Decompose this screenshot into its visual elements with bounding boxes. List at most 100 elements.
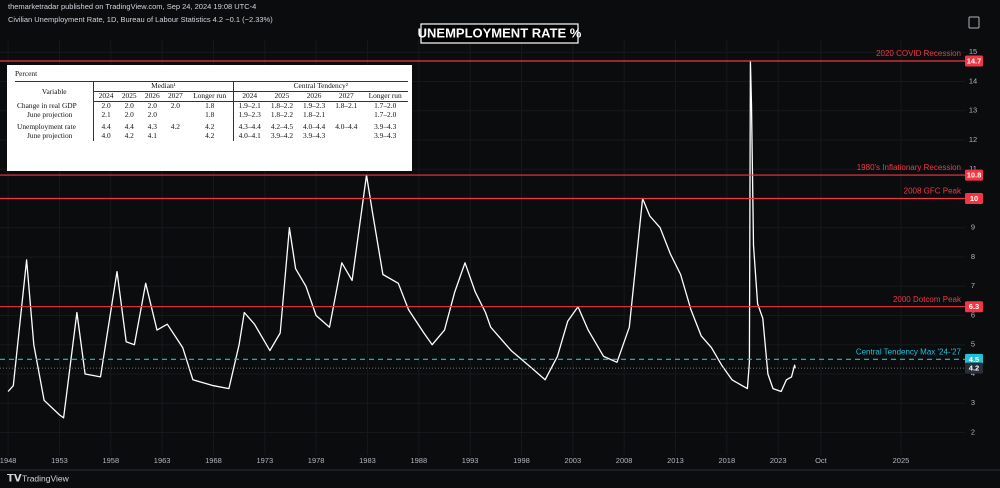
column-header: Longer run: [186, 91, 234, 103]
x-tick-label: 1988: [410, 456, 427, 465]
cell: 2.1: [93, 110, 118, 120]
symbol-line: Civilian Unemployment Rate, 1D, Bureau o…: [8, 15, 273, 24]
column-header: Longer run: [362, 91, 408, 103]
cell: 4.1: [147, 130, 157, 140]
price-badge: [965, 362, 983, 374]
x-tick-label: 1953: [51, 456, 68, 465]
projection-table: Percent Variable Median¹ Central Tendency²…: [7, 65, 412, 171]
cell: [330, 111, 362, 120]
table-row: Change in real GDP 2.0 2.0 2.0 2.0 1.8 1.9–2.1…: [15, 101, 408, 111]
column-header: 2024: [232, 91, 266, 103]
cell: 4.3: [147, 122, 157, 132]
cell: 4.4: [93, 119, 118, 132]
column-header: 2027: [163, 91, 187, 103]
cell: 1.7–2.0: [374, 109, 397, 119]
table-unit: Percent: [15, 69, 38, 78]
price-badge: [965, 55, 983, 67]
cell: 3.9–4.3: [374, 130, 397, 140]
x-tick-label: 1998: [513, 456, 530, 465]
table-row: June projection 4.0 4.2 4.1 4.2 4.0–4.1 3.9–4.…: [15, 130, 408, 141]
level-label: 2000 Dotcom Peak: [893, 295, 962, 304]
y-tick-label: 11: [969, 164, 977, 173]
brand: TradingView: [22, 473, 70, 483]
price-badge-label: 6.3: [969, 302, 979, 311]
cell: 2.0: [170, 101, 180, 111]
x-tick-label: 1968: [205, 456, 222, 465]
cell: 4.4: [124, 122, 134, 132]
brand-logo: 𝗧𝗩: [7, 474, 22, 485]
cell: [164, 132, 187, 141]
cell: 1.8–2.2: [270, 101, 294, 111]
cell: 1.8–2.2: [270, 109, 294, 119]
x-tick-label: 2008: [616, 456, 633, 465]
row-label: Unemployment rate: [17, 122, 76, 132]
price-badge-label: 14.7: [967, 56, 982, 65]
cell: 4.3–4.4: [232, 119, 266, 132]
y-tick-label: 7: [971, 281, 975, 290]
cell: 1.9–2.1: [232, 101, 266, 111]
table-row: June projection 2.1 2.0 2.0 1.8 1.9–2.3 1.8–2.…: [15, 109, 408, 120]
column-header: 2026: [140, 91, 164, 103]
cell: 1.9–2.3: [303, 101, 326, 111]
header-row: Variable Median¹ Central Tendency²: [15, 80, 408, 102]
y-tick-label: 15: [969, 47, 977, 56]
column-header: 2025: [265, 91, 299, 103]
y-tick-label: 12: [969, 135, 977, 144]
cell: 1.9–2.3: [232, 110, 266, 120]
table-row: Unemployment rate 4.4 4.4 4.3 4.2 4.2 4.3–4.4 4…: [15, 119, 408, 132]
publisher-line: themarketradar published on TradingView.…: [8, 2, 256, 11]
cell: 2.0: [147, 109, 157, 119]
y-tick-label: 8: [971, 252, 975, 261]
cell: [330, 132, 362, 141]
column-header: 2027: [330, 91, 363, 103]
title-box: [420, 23, 579, 44]
x-tick-label: 1958: [102, 456, 119, 465]
y-tick-label: 2: [971, 427, 975, 436]
y-tick-label: 3: [971, 398, 975, 407]
x-tick-label: 2013: [667, 456, 684, 465]
y-tick-label: 13: [969, 106, 977, 115]
header-row: 2024 2025 2026 2027 Longer run 2024 2025 2026 20…: [15, 91, 408, 103]
x-tick-label: 2003: [564, 456, 581, 465]
cell: [164, 111, 187, 120]
cell: 4.0–4.4: [303, 122, 326, 132]
column-header: 2026: [298, 91, 331, 103]
cell: 4.2: [205, 122, 215, 132]
cell: 4.2–4.5: [270, 122, 294, 132]
price-badge-label: 4.2: [969, 364, 979, 373]
cell: 4.2: [170, 122, 180, 132]
cell: 4.0–4.4: [335, 122, 358, 132]
cell: 3.9–4.3: [374, 122, 397, 132]
x-tick-label: 2023: [770, 456, 787, 465]
cell: 3.9–4.3: [303, 130, 326, 140]
cell: 1.8: [205, 109, 215, 119]
level-label: Central Tendency Max '24-'27: [856, 347, 962, 356]
cell: 4.0–4.1: [232, 131, 266, 141]
price-badge-label: 10: [970, 194, 978, 203]
level-label: 1980's Inflationary Recession: [857, 163, 961, 172]
y-tick-label: 9: [971, 223, 975, 232]
cell: 1.8–2.1: [303, 109, 326, 119]
cell: 4.0: [93, 131, 118, 141]
cell: 1.8–2.1: [335, 101, 358, 111]
data-line: [7, 60, 796, 419]
price-badge: [965, 169, 983, 181]
cell: 2.0: [147, 101, 157, 111]
price-badge-label: 10.8: [967, 171, 982, 180]
cell: 4.2: [124, 130, 134, 140]
x-tick-label: 1993: [462, 456, 479, 465]
x-tick-label: 1973: [256, 456, 273, 465]
x-tick-label: 1983: [359, 456, 376, 465]
price-badge: [965, 301, 983, 313]
cell: 2.0: [124, 101, 134, 111]
column-header: 2025: [117, 91, 141, 103]
level-label: 2020 COVID Recession: [876, 49, 961, 58]
camera-icon[interactable]: [968, 16, 980, 29]
table: Variable Median¹ Central Tendency² 2024 2025…: [15, 80, 408, 141]
x-tick-label: 2025: [893, 456, 910, 465]
x-tick-label: 1963: [154, 456, 171, 465]
x-tick-label: 1948: [0, 456, 16, 465]
cell: 4.2: [205, 130, 215, 140]
